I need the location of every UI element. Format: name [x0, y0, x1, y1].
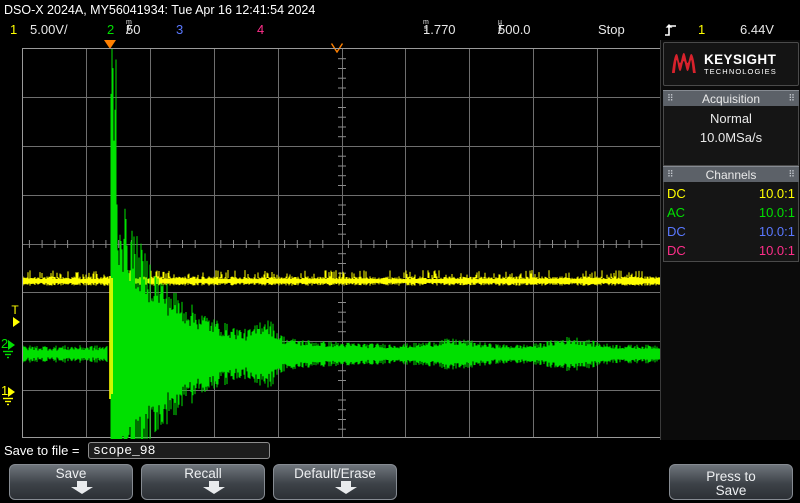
per-div-slash: /	[126, 22, 130, 37]
recall-button[interactable]: Recall	[141, 464, 265, 500]
press-to-save-button[interactable]: Press to Save	[669, 464, 793, 500]
unit-base: s	[498, 25, 502, 33]
recall-button-label: Recall	[184, 466, 222, 481]
rising-edge-icon	[664, 23, 677, 43]
keysight-wordmark: KEYSIGHT TECHNOLOGIES	[704, 52, 777, 76]
channel-row[interactable]: DC 10.0:1	[664, 184, 798, 203]
delay-value: 1.770	[423, 22, 456, 37]
ground-symbol-icon	[3, 350, 13, 359]
drag-handle-right-icon: ⠿	[788, 93, 795, 103]
channel-2-scale-value: 50	[126, 22, 141, 37]
channel-row[interactable]: AC 10.0:1	[664, 203, 798, 222]
channel-2-indicator[interactable]: 2	[107, 22, 115, 37]
channel-row[interactable]: DC 10.0:1	[664, 241, 798, 260]
softkey-bar: Save Recall Default/Erase Press to Save	[0, 461, 800, 503]
instrument-title-bar: DSO-X 2024A, MY56041934: Tue Apr 16 12:4…	[0, 0, 800, 20]
channel-row[interactable]: DC 10.0:1	[664, 222, 798, 241]
channel-probe-ratio: 10.0:1	[758, 186, 795, 201]
channel-1-indicator[interactable]: 1	[10, 22, 18, 37]
channel-1-scale[interactable]: 5.00V/	[30, 22, 68, 37]
channel-probe-ratio: 10.0:1	[758, 243, 795, 258]
centre-axis-ticks	[28, 58, 643, 430]
acquisition-body[interactable]: Normal 10.0MSa/s	[663, 106, 799, 166]
delay-reference-marker-icon[interactable]	[330, 40, 344, 54]
channels-header[interactable]: ⠿ Channels ⠿	[663, 166, 799, 182]
trigger-level-label: T	[11, 303, 19, 317]
unit-prefix: µ	[498, 19, 503, 26]
waveform-traces	[23, 49, 660, 439]
trigger-source[interactable]: 1	[698, 22, 706, 37]
keysight-logo: KEYSIGHT TECHNOLOGIES	[663, 42, 799, 86]
filename-input[interactable]: scope_98	[88, 442, 270, 459]
waveform-display[interactable]: T 2 1	[0, 40, 660, 440]
unit-base: V	[126, 25, 132, 33]
status-bar: 1 5.00V/ 2 50 m V/ 3 4 1.770 m s 500.0 µ s / St…	[0, 19, 800, 43]
ground-symbol-icon	[3, 397, 13, 406]
channel-2-ground-label: 2	[1, 336, 9, 351]
acquisition-header-label: Acquisition	[701, 92, 761, 106]
unit-base: s	[424, 25, 428, 33]
trigger-level[interactable]: 6.44V	[740, 22, 774, 37]
trigger-position-marker-icon[interactable]	[104, 40, 116, 49]
channel-3-indicator[interactable]: 3	[176, 22, 184, 37]
keysight-wave-icon	[672, 53, 696, 73]
save-button[interactable]: Save	[9, 464, 133, 500]
channels-body[interactable]: DC 10.0:1 AC 10.0:1 DC 10.0:1 DC 10.0:1	[663, 182, 799, 262]
acquisition-sample-rate: 10.0MSa/s	[699, 130, 763, 145]
default-erase-button-label: Default/Erase	[294, 466, 376, 481]
run-state[interactable]: Stop	[598, 22, 625, 37]
side-panel: KEYSIGHT TECHNOLOGIES ⠿ Acquisition ⠿ No…	[660, 40, 800, 440]
channel-coupling: DC	[667, 224, 686, 239]
trigger-level-marker[interactable]: T	[9, 303, 21, 327]
brand-name: KEYSIGHT	[704, 52, 777, 67]
drag-handle-left-icon: ⠿	[667, 93, 674, 103]
channels-header-label: Channels	[705, 168, 757, 182]
save-to-file-label: Save to file =	[4, 443, 80, 458]
brand-tagline: TECHNOLOGIES	[704, 67, 777, 76]
press-to-save-line1: Press to	[706, 469, 756, 484]
per-div-slash: /	[498, 22, 502, 37]
channel-coupling: AC	[667, 205, 686, 220]
timebase-value: 500.0	[498, 22, 531, 37]
channel-1-ground-marker[interactable]: 1	[1, 383, 16, 406]
acquisition-mode: Normal	[710, 111, 752, 126]
channel-2-ground-marker[interactable]: 2	[1, 336, 16, 359]
graticule	[22, 48, 660, 439]
channel-probe-ratio: 10.0:1	[758, 205, 795, 220]
file-bar: Save to file = scope_98	[0, 440, 800, 461]
drag-handle-left-icon: ⠿	[667, 169, 674, 179]
channel-coupling: DC	[667, 243, 686, 258]
channel-1-ground-label: 1	[1, 383, 9, 398]
drag-handle-right-icon: ⠿	[788, 169, 795, 179]
save-button-label: Save	[55, 466, 87, 481]
channel-4-indicator[interactable]: 4	[257, 22, 265, 37]
unit-prefix: m	[423, 19, 429, 26]
channel-coupling: DC	[667, 186, 686, 201]
channel-probe-ratio: 10.0:1	[758, 224, 795, 239]
unit-prefix: m	[126, 19, 132, 26]
acquisition-header[interactable]: ⠿ Acquisition ⠿	[663, 90, 799, 106]
press-to-save-line2: Save	[715, 483, 747, 498]
default-erase-button[interactable]: Default/Erase	[273, 464, 397, 500]
